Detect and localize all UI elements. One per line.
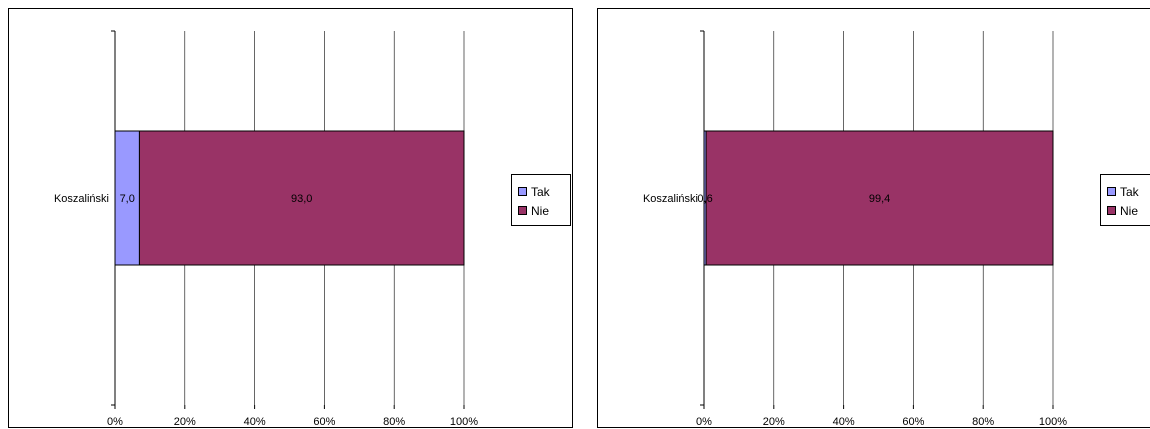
data-label-nie: 93,0 [291,193,312,205]
x-tick-label: 100% [450,416,478,428]
data-label-nie: 99,4 [869,193,890,205]
chart-panel-left: 0% 20% 40% 60% 80% 100% 7,0 93,0 Koszaliński Tak… [8,8,573,428]
x-tick-label: 60% [902,416,924,428]
bar-segment-nie [705,130,1054,266]
x-tick-label: 20% [174,416,196,428]
legend-item-tak: Tak [512,182,570,201]
legend-item-nie: Nie [512,201,570,220]
category-label: Koszaliński [643,193,698,205]
data-label-tak: 7,0 [120,193,135,205]
x-tick-label: 20% [763,416,785,428]
legend-swatch-nie [1107,206,1116,215]
chart-panel-right: 0% 20% 40% 60% 80% 100% 0,6 99,4 Koszaliński Tak… [597,8,1150,428]
legend-label-tak: Tak [1120,184,1139,199]
bar-chart-svg-right: 0% 20% 40% 60% 80% 100% 0,6 99,4 Koszaliński [643,30,1067,428]
legend-swatch-tak [1107,187,1116,196]
legend-label-nie: Nie [1120,203,1139,218]
bar-chart-svg-left: 0% 20% 40% 60% 80% 100% 7,0 93,0 Koszaliński [54,30,478,428]
legend-right: Tak Nie [1100,174,1150,226]
x-tick-label: 40% [833,416,855,428]
legend-item-nie: Nie [1101,201,1150,220]
bar-segment-nie [138,130,465,266]
legend-label-tak: Tak [531,184,550,199]
x-tick-label: 80% [972,416,994,428]
legend-item-tak: Tak [1101,182,1150,201]
legend-swatch-tak [518,187,527,196]
x-tick-label: 60% [313,416,335,428]
legend-swatch-nie [518,206,527,215]
x-tick-label: 40% [244,416,266,428]
x-tick-label: 80% [383,416,405,428]
legend-label-nie: Nie [531,203,550,218]
category-label: Koszaliński [54,193,109,205]
x-tick-label: 0% [107,416,123,428]
x-tick-label: 100% [1039,416,1067,428]
legend-left: Tak Nie [511,174,571,226]
x-tick-label: 0% [696,416,712,428]
data-label-tak: 0,6 [697,193,712,205]
